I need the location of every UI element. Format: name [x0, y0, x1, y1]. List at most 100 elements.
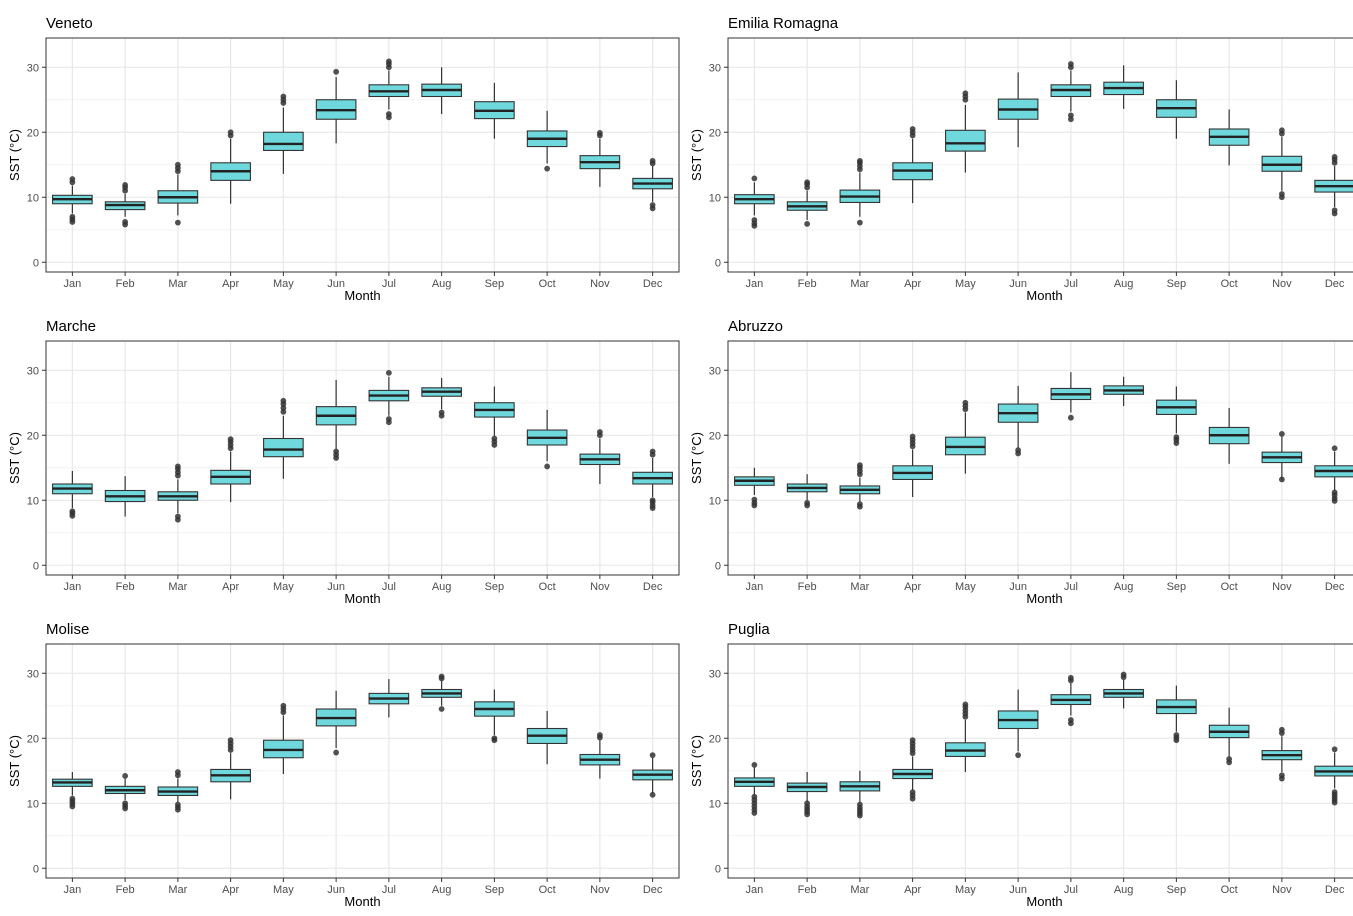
outlier-point [856, 219, 863, 226]
y-tick-label: 0 [33, 863, 39, 875]
box-may [263, 702, 304, 774]
panel-border [45, 340, 680, 576]
x-tick-label: Jul [382, 581, 396, 593]
x-axis-title: Month [344, 288, 380, 303]
x-tick-label: Sep [485, 278, 505, 290]
y-tick-label: 10 [709, 495, 721, 507]
box-iqr [263, 437, 304, 458]
x-tick-label: Apr [222, 884, 239, 896]
x-axis-title: Month [344, 894, 380, 909]
panel-background [728, 341, 1353, 575]
y-tick-label: 20 [27, 733, 39, 745]
box-apr [210, 737, 251, 800]
panel-veneto: 0 10 20 30 Jan Feb Mar Apr May Jun Jul Aug Sep Oct Nov… [7, 15, 680, 303]
outlier-point [649, 448, 656, 455]
outlier-point [1331, 789, 1338, 796]
outlier-point [649, 157, 656, 164]
outlier-point [227, 737, 234, 744]
box-feb [786, 179, 828, 227]
y-tick-label: 30 [27, 365, 39, 377]
panel-border [727, 37, 1353, 273]
panel-border [727, 340, 1353, 576]
x-tick-label: Nov [1272, 581, 1292, 593]
outlier-point [596, 130, 603, 136]
outlier-point [1331, 154, 1338, 160]
outlier-point [1067, 674, 1074, 681]
x-tick-label: May [273, 581, 294, 593]
box-iqr [945, 129, 986, 152]
box-jun [997, 385, 1039, 457]
box-sep [1156, 685, 1197, 744]
box-aug [1103, 671, 1144, 709]
x-tick-label: Apr [222, 581, 239, 593]
outlier-point [751, 762, 758, 768]
x-tick-label: Jul [382, 278, 396, 290]
box-dec [632, 448, 673, 511]
x-tick-label: Oct [539, 278, 556, 290]
x-tick-label: Dec [1325, 884, 1345, 896]
box-feb [104, 476, 146, 517]
x-tick-label: Apr [904, 884, 921, 896]
box-apr [210, 129, 251, 204]
outlier-point [751, 175, 758, 182]
outlier-point [649, 752, 656, 759]
outlier-point [544, 463, 551, 470]
outlier-point [1067, 61, 1074, 67]
panel-background [46, 38, 679, 272]
outlier-point [333, 68, 340, 75]
box-may [945, 90, 986, 173]
outlier-point [1015, 752, 1022, 759]
panel-abruzzo: 0 10 20 30 Jan Feb Mar Apr May Jun Jul Aug Sep Oct Nov… [689, 318, 1353, 606]
box-jun [315, 68, 357, 144]
x-tick-label: Dec [1325, 278, 1345, 290]
x-tick-label: Jul [1064, 278, 1078, 290]
panel-background [46, 644, 679, 878]
x-tick-label: Aug [432, 278, 452, 290]
box-apr [210, 436, 251, 503]
y-axis-title: SST (°C) [7, 735, 22, 787]
x-tick-label: Sep [1167, 581, 1187, 593]
box-mar [157, 463, 199, 523]
y-tick-label: 20 [27, 430, 39, 442]
box-jul [368, 369, 410, 426]
x-tick-label: Mar [168, 581, 187, 593]
panel-title: Puglia [728, 621, 770, 638]
box-oct [1208, 707, 1250, 766]
outlier-point [1278, 476, 1285, 483]
outlier-point [122, 219, 129, 225]
x-tick-label: Aug [1114, 581, 1134, 593]
x-tick-label: Mar [850, 884, 869, 896]
outlier-point [751, 496, 758, 503]
y-axis-title: SST (°C) [689, 432, 704, 484]
box-dec [1314, 746, 1353, 806]
outlier-point [804, 499, 811, 506]
x-tick-label: Dec [643, 278, 663, 290]
outlier-point [1331, 746, 1338, 753]
x-tick-label: Jan [64, 581, 82, 593]
box-jun [315, 380, 357, 461]
outlier-point [856, 462, 863, 469]
outlier-point [174, 161, 181, 168]
x-tick-label: Nov [590, 581, 610, 593]
y-tick-label: 0 [715, 560, 721, 572]
x-tick-label: Sep [485, 581, 505, 593]
outlier-point [280, 93, 287, 100]
panel-title: Molise [46, 621, 89, 638]
y-tick-label: 20 [709, 430, 721, 442]
x-tick-label: Oct [539, 884, 556, 896]
x-tick-label: Mar [850, 581, 869, 593]
x-tick-label: Jul [1064, 884, 1078, 896]
y-tick-label: 0 [715, 863, 721, 875]
x-tick-label: Mar [168, 278, 187, 290]
box-jul [368, 58, 410, 121]
outlier-point [1173, 732, 1180, 738]
outlier-point [385, 369, 392, 376]
outlier-point [909, 789, 916, 796]
outlier-point [544, 165, 551, 172]
box-mar [839, 462, 881, 510]
x-tick-label: Nov [1272, 884, 1292, 896]
x-tick-label: Apr [904, 278, 921, 290]
box-mar [157, 769, 199, 813]
box-mar [839, 157, 881, 226]
x-tick-label: Jun [1009, 581, 1027, 593]
